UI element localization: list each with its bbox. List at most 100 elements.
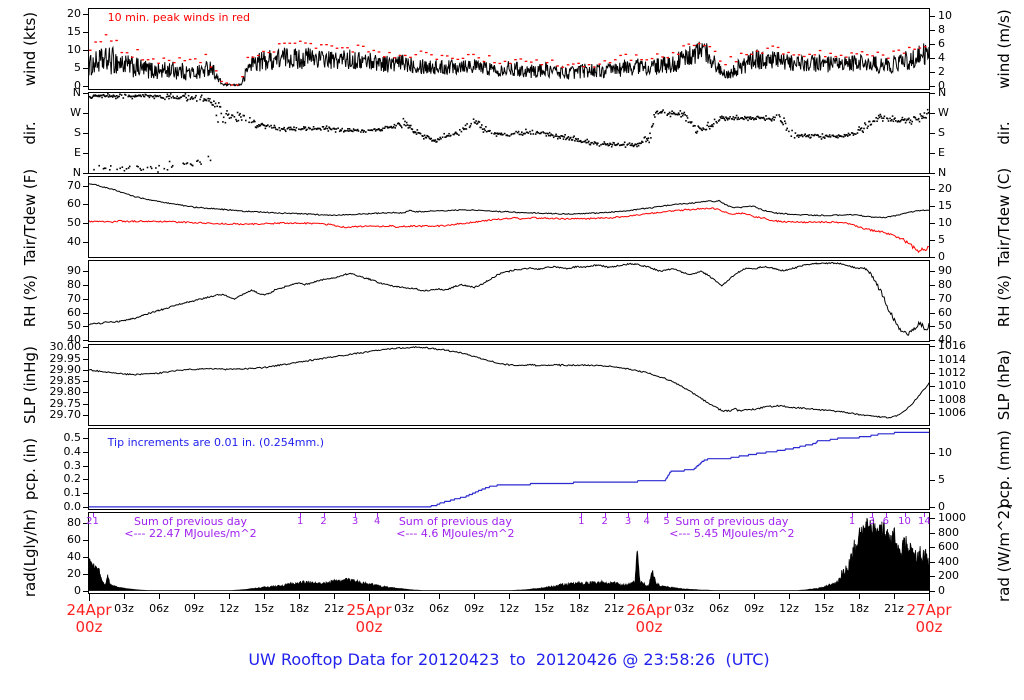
plot-area-rad <box>89 517 929 591</box>
peak-mark <box>330 45 334 47</box>
scatter-point <box>832 134 834 137</box>
scatter-point <box>367 129 370 131</box>
marker-label: 1 <box>296 516 304 527</box>
scatter-point <box>163 167 166 170</box>
scatter-point <box>801 133 803 136</box>
scatter-point <box>686 115 688 117</box>
scatter-point <box>262 123 264 126</box>
scatter-point <box>878 116 881 119</box>
y-tick-label: 2 <box>938 64 945 78</box>
scatter-point <box>529 130 531 133</box>
marker-tick <box>355 513 356 517</box>
scatter-point <box>478 121 481 123</box>
scatter-point <box>217 121 219 123</box>
scatter-point <box>733 118 735 121</box>
scatter-point <box>819 135 822 138</box>
scatter-point <box>828 134 831 136</box>
y-tick-label: 20 <box>67 566 81 580</box>
peak-mark <box>157 62 160 64</box>
peak-mark <box>519 58 523 60</box>
scatter-point <box>470 122 472 125</box>
y-tick <box>930 223 935 225</box>
scatter-point <box>650 126 653 128</box>
y-tick-label: W <box>70 106 81 119</box>
scatter-point <box>881 117 883 119</box>
scatter-point <box>689 121 691 123</box>
peak-mark <box>797 54 801 56</box>
peak-mark <box>572 63 575 65</box>
scatter-point <box>205 98 207 101</box>
scatter-point <box>300 128 303 131</box>
x-tick <box>474 594 475 599</box>
peak-mark <box>745 54 748 56</box>
scatter-point <box>131 97 134 100</box>
scatter-point <box>154 94 156 97</box>
scatter-point <box>200 163 202 165</box>
scatter-point <box>166 93 169 96</box>
scatter-point <box>378 128 380 130</box>
scatter-point <box>766 118 768 120</box>
scatter-point <box>698 126 700 129</box>
scatter-point <box>825 134 828 137</box>
scatter-point <box>401 126 403 129</box>
scatter-point <box>253 119 255 122</box>
scatter-point <box>926 112 928 115</box>
scatter-point <box>118 95 120 98</box>
scatter-point <box>723 117 726 120</box>
series-rh <box>89 261 929 336</box>
scatter-point <box>428 137 431 140</box>
scatter-point <box>742 118 744 120</box>
scatter-point <box>923 112 926 114</box>
peak-mark <box>188 58 192 61</box>
scatter-point <box>883 115 886 118</box>
scatter-point <box>202 100 205 102</box>
scatter-point <box>778 114 780 116</box>
peak-mark <box>703 44 706 47</box>
scatter-point <box>710 125 713 128</box>
y-tick-label: 0.5 <box>63 431 82 444</box>
series-tair <box>89 183 929 219</box>
peak-mark <box>514 59 517 61</box>
scatter-point <box>427 136 430 138</box>
scatter-point <box>274 126 276 129</box>
peak-mark <box>299 40 302 42</box>
scatter-point <box>399 124 401 126</box>
scatter-point <box>761 117 764 119</box>
scatter-point <box>276 128 279 131</box>
scatter-point <box>707 121 709 124</box>
scatter-point <box>120 94 123 96</box>
peak-mark <box>729 56 733 58</box>
y-tick <box>930 346 935 348</box>
x-hour-label: 21z <box>884 602 904 615</box>
y-tick <box>83 451 88 453</box>
scatter-point <box>908 117 910 120</box>
scatter-point <box>261 122 263 125</box>
scatter-point <box>219 106 222 108</box>
scatter-point <box>425 137 428 139</box>
scatter-point <box>882 120 884 122</box>
peak-mark <box>577 62 580 64</box>
y-tick <box>930 532 935 534</box>
scatter-point <box>293 126 295 128</box>
peak-mark <box>178 57 181 59</box>
scatter-point <box>346 129 348 132</box>
scatter-point <box>556 135 558 137</box>
peak-mark <box>913 48 916 50</box>
scatter-point <box>279 129 281 132</box>
scatter-point <box>273 124 276 127</box>
peak-mark <box>367 51 370 53</box>
panel-rad <box>88 512 930 594</box>
scatter-point <box>655 112 657 114</box>
y-tick <box>930 452 935 454</box>
scatter-point <box>705 128 708 131</box>
scatter-point <box>258 124 260 126</box>
scatter-point <box>565 137 568 140</box>
scatter-point <box>852 134 855 136</box>
scatter-point <box>362 131 365 133</box>
peak-mark <box>346 47 349 49</box>
scatter-point <box>922 115 924 118</box>
scatter-point <box>543 132 545 134</box>
scatter-point <box>109 95 111 98</box>
peak-mark <box>414 54 418 56</box>
scatter-point <box>128 94 130 97</box>
